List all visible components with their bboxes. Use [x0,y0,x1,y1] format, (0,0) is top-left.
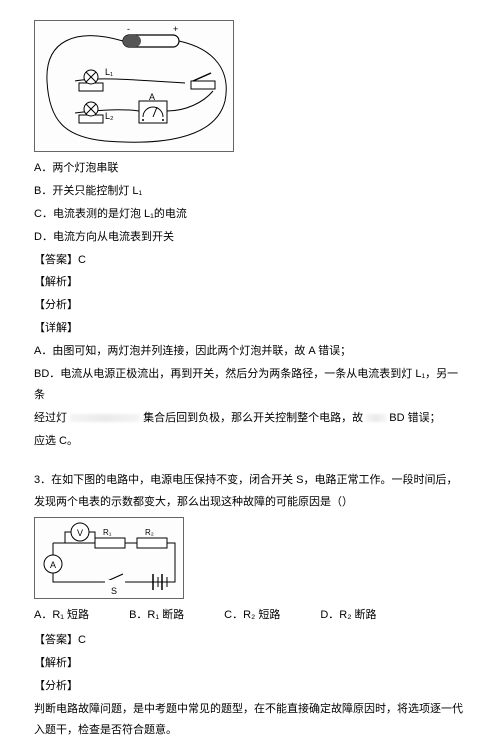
smudge-1 [70,414,140,422]
q2-choice-a: A．R₁ 短路 [34,605,89,626]
q2-choice-d: D．R₂ 断路 [320,605,376,626]
svg-text:A: A [149,92,155,102]
q1-expl-bd2-post: BD 错误； [389,412,440,424]
q1-jiexi: 【解析】 [34,272,466,293]
q1-option-d: D．电流方向从电流表到开关 [34,227,466,248]
q1-option-c: C．电流表测的是灯泡 L₁的电流 [34,204,466,225]
svg-text:A: A [50,560,56,570]
svg-text:R₂: R₂ [145,528,154,537]
q1-expl-bd1: BD．电流从电源正极流出，再到开关，然后分为两条路径，一条从电流表到灯 L₁，另… [34,364,466,406]
q2-stem-1: 3．在如下图的电路中，电源电压保持不变，闭合开关 S，电路正常工作。一段时间后， [34,470,466,491]
q2-stem-2: 发现两个电表的示数都变大，那么出现这种故障的可能原因是（） [34,492,466,513]
q1-circuit-svg: - + L₁ L₂ A [35,21,235,153]
q2-method: 判断电路故障问题，是中考题中常见的题型，在不能直接确定故障原因时，将选项逐一代入… [34,699,466,741]
q1-xiangjie: 【详解】 [34,318,466,339]
q2-choices: A．R₁ 短路 B．R₁ 断路 C．R₂ 短路 D．R₂ 断路 [34,605,466,626]
q2-answer: 【答案】C [34,630,466,651]
q2-jiexi: 【解析】 [34,653,466,674]
q1-answer: 【答案】C [34,250,466,271]
svg-text:R₁: R₁ [103,528,112,537]
q2-choice-c: C．R₂ 短路 [224,605,280,626]
svg-text:+: + [173,24,178,34]
q1-expl-bd2-mid: 集合后回到负极，那么开关控制整个电路，故 [143,412,363,424]
svg-text:-: - [127,24,130,34]
q1-expl-a: A．由图可知，两灯泡并列连接，因此两个灯泡并联，故 A 错误； [34,341,466,362]
q2-circuit-svg: V A R₁ R₂ S [35,518,185,600]
q2-circuit-diagram: V A R₁ R₂ S [34,517,184,599]
q1-expl-bd2-pre: 经过灯 [34,412,67,424]
q1-option-b: B．开关只能控制灯 L₁ [34,181,466,202]
svg-text:L₂: L₂ [105,111,114,121]
q1-fenxi: 【分析】 [34,295,466,316]
q1-conclude: 应选 C。 [34,431,466,452]
q2-choice-b: B．R₁ 断路 [129,605,184,626]
q1-circuit-diagram: - + L₁ L₂ A [34,20,234,152]
q2-fenxi: 【分析】 [34,676,466,697]
spacer [34,454,466,468]
q1-expl-bd2: 经过灯 集合后回到负极，那么开关控制整个电路，故 BD 错误； [34,408,466,429]
q1-option-a: A．两个灯泡串联 [34,158,466,179]
svg-text:S: S [111,586,117,596]
smudge-2 [366,414,386,422]
svg-text:V: V [77,528,83,538]
svg-text:L₁: L₁ [105,67,113,77]
